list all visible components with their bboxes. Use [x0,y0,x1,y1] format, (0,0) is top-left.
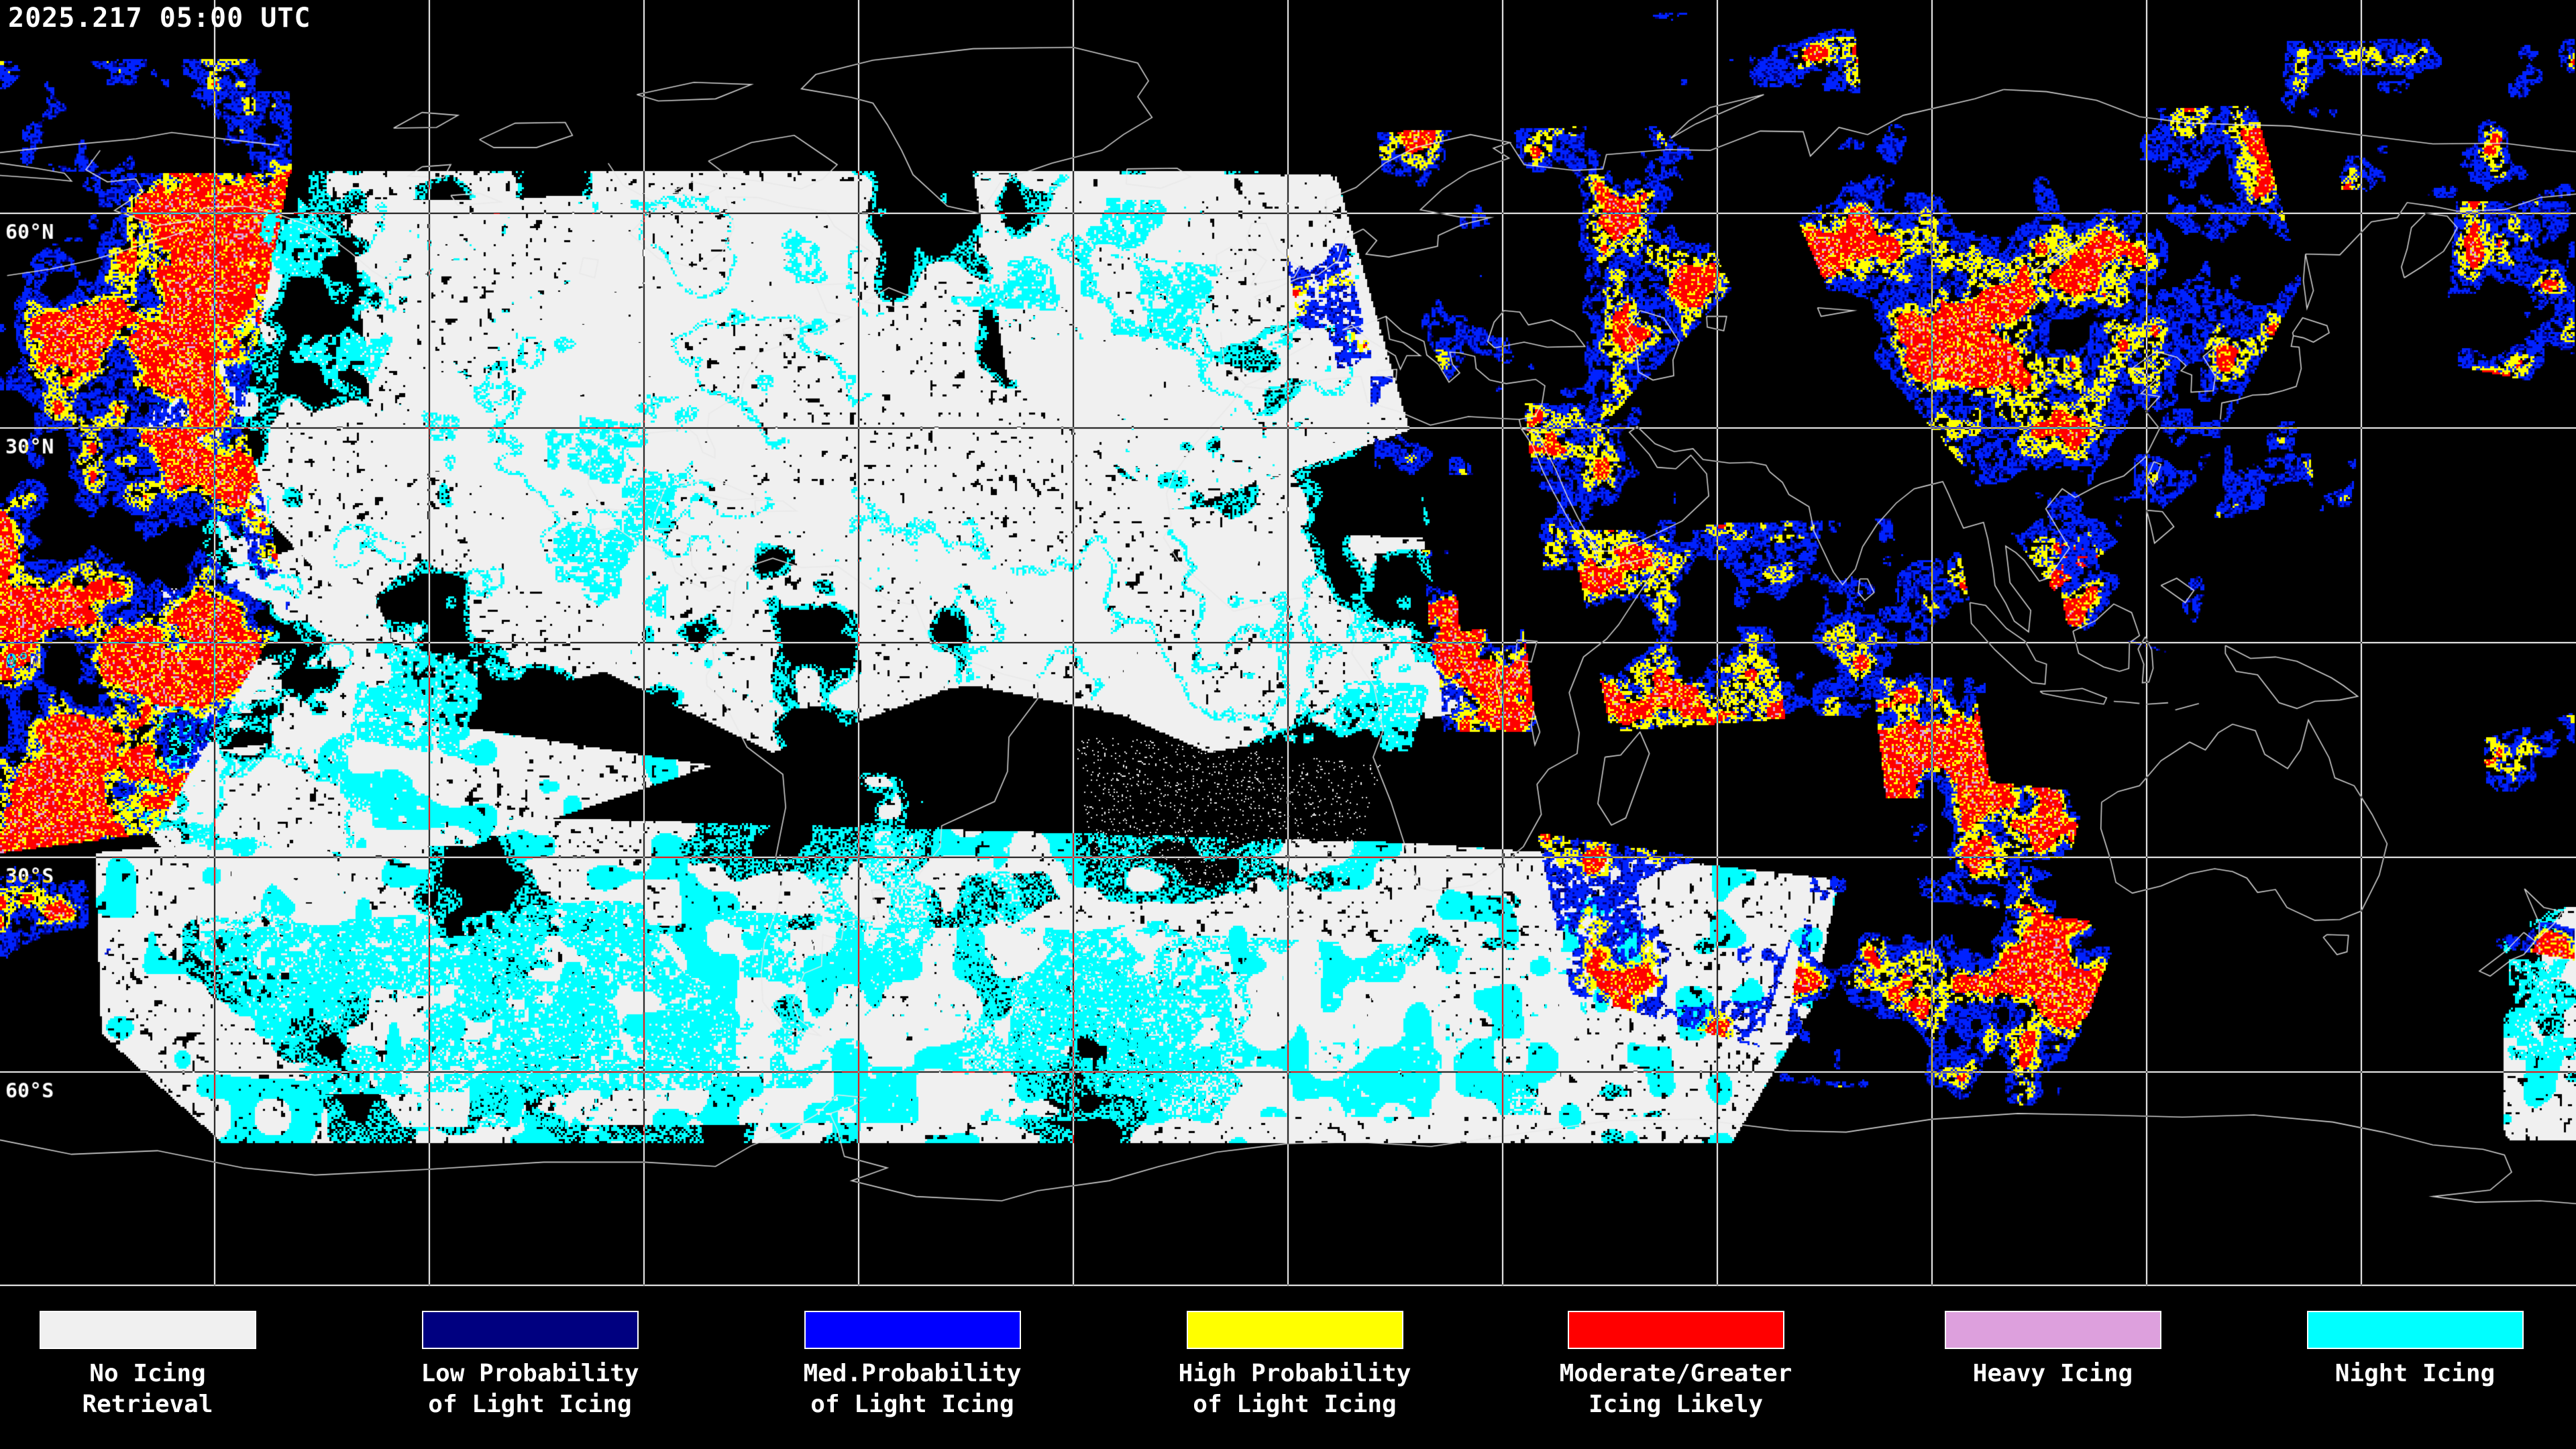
legend-label-line: Med.Probability [803,1360,1022,1387]
legend-label-line: High Probability [1178,1360,1411,1387]
legend-label-med-prob: Med.Probability of Light Icing [751,1358,1073,1420]
legend-swatch-med-prob [804,1311,1021,1349]
legend-label-line: Icing Likely [1588,1391,1764,1418]
legend-label-heavy: Heavy Icing [1892,1358,2214,1389]
legend-swatch-low-prob [421,1311,639,1349]
legend-item-no-icing: No Icing Retrieval [0,1311,309,1420]
legend-label-line: of Light Icing [428,1391,632,1418]
legend-item-moderate: Moderate/Greater Icing Likely [1515,1311,1837,1420]
legend-swatch-high-prob [1186,1311,1403,1349]
legend-item-low-prob: Low Probability of Light Icing [369,1311,691,1420]
legend-swatch-heavy [1944,1311,2161,1349]
legend-label-line: of Light Icing [1193,1391,1397,1418]
legend-label-line: Night Icing [2334,1360,2496,1387]
legend-label-moderate: Moderate/Greater Icing Likely [1515,1358,1837,1420]
legend-item-med-prob: Med.Probability of Light Icing [751,1311,1073,1420]
legend-swatch-moderate [1567,1311,1784,1349]
icing-map-canvas [0,0,2576,1287]
legend-item-night: Night Icing [2254,1311,2576,1389]
legend-bar: No Icing Retrieval Low Probability of Li… [0,1287,2576,1449]
legend-swatch-night [2306,1311,2524,1349]
legend-label-line: No Icing [89,1360,206,1387]
legend-label-line: Moderate/Greater [1559,1360,1792,1387]
legend-label-high-prob: High Probability of Light Icing [1134,1358,1456,1420]
legend-item-heavy: Heavy Icing [1892,1311,2214,1389]
legend-label-line: Low Probability [421,1360,639,1387]
legend-item-high-prob: High Probability of Light Icing [1134,1311,1456,1420]
legend-label-line: of Light Icing [810,1391,1014,1418]
legend-swatch-no-icing [39,1311,256,1349]
legend-label-no-icing: No Icing Retrieval [0,1358,309,1420]
legend-label-night: Night Icing [2254,1358,2576,1389]
legend-label-line: Heavy Icing [1972,1360,2133,1387]
legend-label-line: Retrieval [82,1391,213,1418]
timestamp-label: 2025.217 05:00 UTC [8,3,311,34]
legend-label-low-prob: Low Probability of Light Icing [369,1358,691,1420]
